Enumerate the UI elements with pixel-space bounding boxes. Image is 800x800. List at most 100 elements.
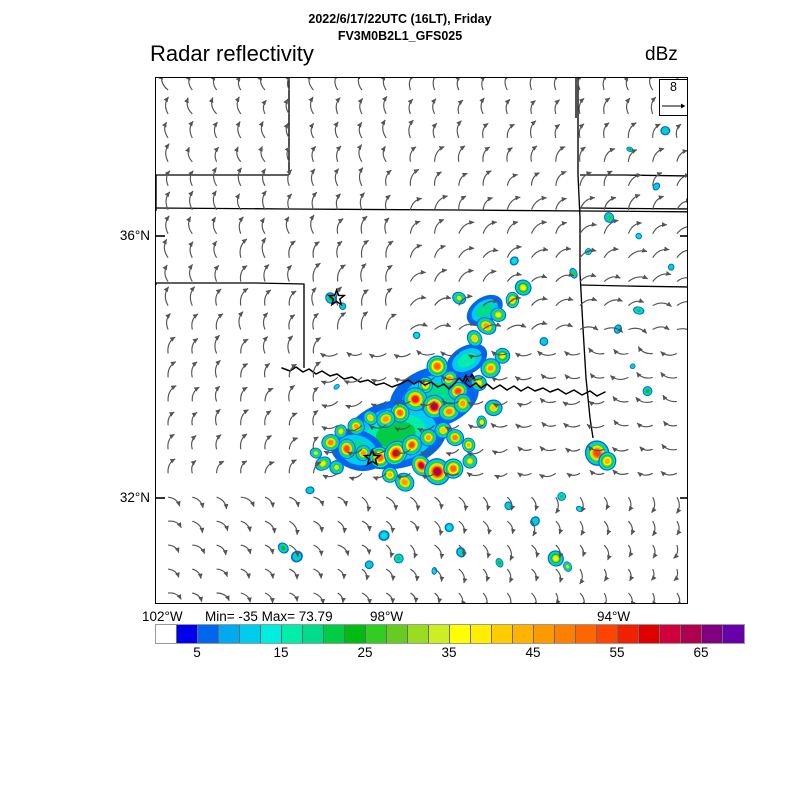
wind-vector-arrow <box>158 78 169 91</box>
wind-vector-arrow <box>441 375 460 381</box>
wind-vector-arrow <box>288 290 297 306</box>
wind-vector-arrow <box>627 194 641 210</box>
wind-vector-arrow <box>312 262 321 282</box>
wind-vector-arrow <box>506 123 515 138</box>
wind-vector-arrow <box>409 146 417 162</box>
wind-vector-arrow <box>579 520 586 536</box>
wind-vector-arrow <box>419 376 435 385</box>
wind-vector-arrow <box>313 520 325 533</box>
reflectivity-cell <box>305 486 315 495</box>
wind-vector-arrow <box>211 167 218 187</box>
wind-vector-arrow <box>650 568 657 581</box>
wind-vector-arrow <box>164 143 170 163</box>
wind-vector-arrow <box>652 147 665 162</box>
colorbar-cell <box>702 625 723 643</box>
wind-vector-arrow <box>676 226 687 235</box>
wind-vector-arrow <box>286 264 292 282</box>
reflectivity-cell <box>438 402 460 421</box>
wind-vector-arrow <box>289 568 300 580</box>
wind-vector-arrow <box>321 400 339 409</box>
reflectivity-cell <box>494 347 511 364</box>
wind-vector-arrow <box>233 146 242 163</box>
min-max-annotation: Min= -35 Max= 73.79 <box>205 609 333 624</box>
wind-vector-arrow <box>260 168 267 187</box>
wind-vector-arrow <box>627 149 638 162</box>
wind-vector-arrow <box>371 376 387 384</box>
wind-vector-arrow <box>239 238 248 258</box>
wind-vector-arrow <box>264 496 276 508</box>
wind-vector-arrow <box>355 78 363 91</box>
reflectivity-cell <box>412 331 421 339</box>
wind-vector-arrow <box>337 592 346 603</box>
wind-vector-arrow <box>264 520 277 534</box>
wind-vector-arrow <box>168 544 180 553</box>
wind-vector-arrow <box>216 568 228 578</box>
wind-vector-arrow <box>531 496 540 511</box>
colorbar-cell <box>345 625 366 643</box>
wind-vector-arrow <box>312 361 321 378</box>
wind-vector-arrow <box>589 373 605 379</box>
wind-vector-arrow <box>441 400 460 406</box>
title-model-id: FV3M0B2L1_GFS025 <box>337 29 463 43</box>
wind-vector-arrow <box>283 123 290 139</box>
wind-vector-arrow <box>576 78 583 91</box>
wind-vector-arrow <box>289 496 301 508</box>
wind-vector-arrow <box>234 193 242 211</box>
wind-vector-arrow <box>312 436 319 450</box>
colorbar-cell <box>492 625 513 643</box>
wind-vector-arrow <box>458 293 473 306</box>
wind-vector-arrow <box>313 496 325 507</box>
wind-vector-arrow <box>603 327 624 333</box>
wind-vector-arrow <box>162 264 169 282</box>
wind-vector-arrow <box>285 78 291 91</box>
wind-vector-arrow <box>434 244 446 258</box>
map-plot-area <box>155 77 688 604</box>
reflectivity-cell <box>381 466 398 483</box>
wind-vector-arrow <box>627 247 648 259</box>
wind-vector-arrow <box>240 363 249 378</box>
wind-vector-arrow <box>164 215 170 234</box>
wind-vector-arrow <box>623 78 629 91</box>
wind-vector-arrow <box>162 121 169 139</box>
reflectivity-cell <box>480 358 501 379</box>
wind-vector-arrow <box>506 271 522 282</box>
wind-vector-arrow <box>482 247 499 259</box>
reflectivity-cell <box>446 343 488 377</box>
wind-vector-arrow <box>434 568 445 582</box>
reflectivity-cell <box>490 307 507 322</box>
wind-vector-arrow <box>467 400 484 407</box>
colorbar-cell <box>156 625 177 643</box>
wind-vector-arrow <box>239 287 249 306</box>
wind-vector-arrow <box>555 592 561 603</box>
wind-vector-arrow <box>368 424 387 431</box>
wind-vector-arrow <box>288 437 299 450</box>
wind-vector-arrow <box>555 496 561 514</box>
wind-vector-arrow <box>308 122 315 139</box>
wind-vector-arrow <box>308 96 314 115</box>
wind-vector-arrow <box>167 336 176 354</box>
wind-vector-arrow <box>458 172 468 186</box>
colorbar-cell <box>555 625 576 643</box>
wind-vector-arrow <box>286 193 293 211</box>
wind-vector-arrow <box>539 445 557 452</box>
wind-vector-arrow <box>637 346 653 355</box>
reflectivity-cell <box>401 434 422 456</box>
reflectivity-echo-layer <box>277 126 675 575</box>
map-canvas <box>156 78 687 603</box>
wind-vector-arrow <box>555 322 573 330</box>
wind-vector-arrow <box>531 520 538 537</box>
colorbar-cell <box>660 625 681 643</box>
wind-vector-arrow <box>215 288 222 306</box>
wind-vector-arrow <box>191 313 199 330</box>
wind-vector-arrow <box>506 496 516 511</box>
colorbar-cell <box>366 625 387 643</box>
wind-vector-arrow <box>588 400 605 407</box>
wind-vector-arrow <box>458 592 466 603</box>
wind-vector-arrow <box>337 496 348 507</box>
colorbar-cell <box>681 625 702 643</box>
colorbar-cell <box>450 625 471 643</box>
wind-vector-arrow <box>216 460 225 474</box>
wind-vector-arrow <box>676 301 687 307</box>
wind-vector-arrow <box>260 237 267 258</box>
